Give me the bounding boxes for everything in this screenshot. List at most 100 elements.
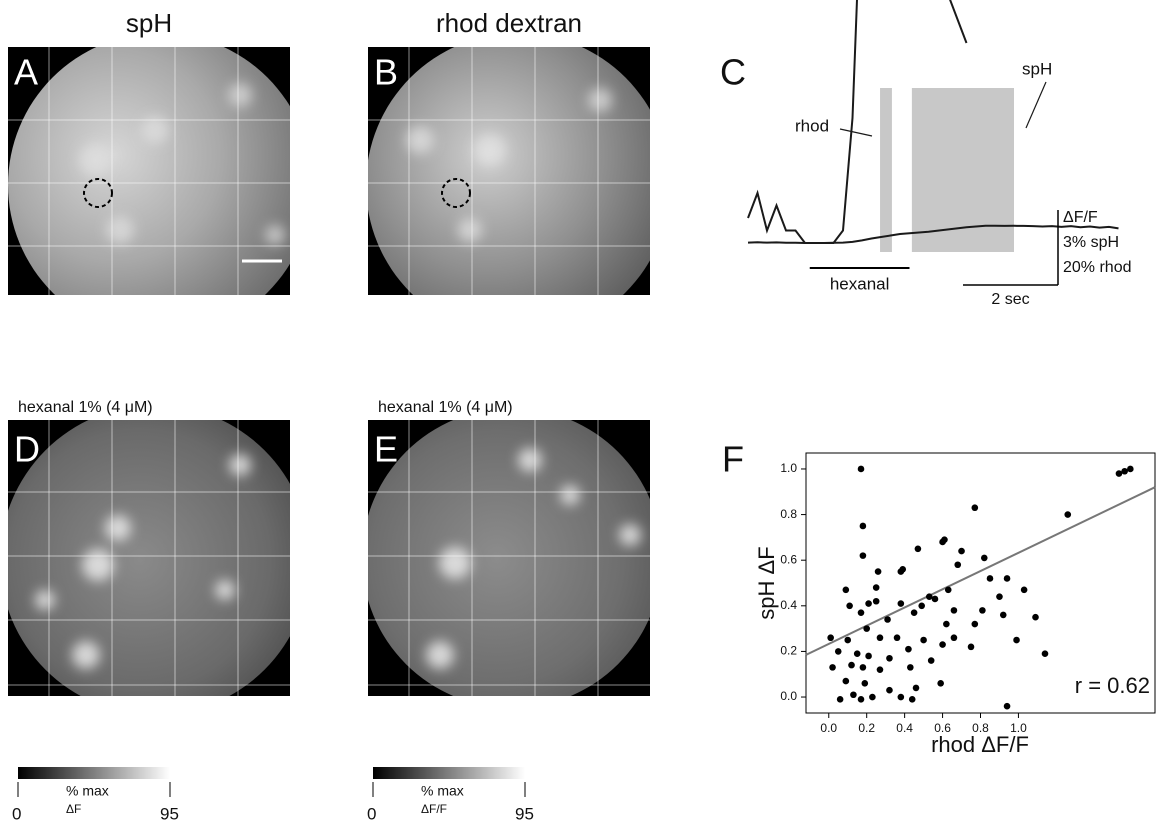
point — [884, 616, 891, 623]
panel-letter: B — [374, 52, 398, 93]
y-tick-label: 0.0 — [780, 689, 797, 703]
point — [1013, 636, 1020, 644]
point — [908, 696, 916, 703]
point — [842, 677, 850, 685]
x-tick-label: 0.6 — [934, 721, 951, 735]
point — [905, 645, 912, 653]
colorbar-label: 0 — [12, 804, 21, 823]
point — [848, 661, 855, 669]
point — [971, 504, 979, 512]
orientation-label: ant — [20, 326, 43, 343]
point — [886, 654, 893, 662]
point — [827, 634, 834, 642]
roi-circle — [83, 178, 113, 208]
point — [912, 684, 920, 692]
point — [886, 686, 893, 694]
colorbar — [18, 767, 170, 779]
point — [920, 636, 927, 644]
roi-circle — [441, 178, 471, 208]
point — [1064, 511, 1072, 518]
x-tick-label: 1.0 — [1010, 721, 1027, 735]
colorbar-label: 95 — [160, 804, 179, 823]
point — [980, 554, 988, 562]
y-axis-title: spH ΔF — [754, 546, 779, 619]
point — [844, 636, 852, 644]
image-d — [8, 420, 290, 696]
point — [876, 634, 884, 642]
panel-letter: E — [374, 429, 398, 470]
point — [939, 538, 946, 546]
point — [1032, 613, 1039, 621]
point — [876, 666, 884, 673]
point — [971, 620, 979, 628]
condition-label: hexanal 1% (4 μM) — [18, 399, 153, 416]
point — [927, 657, 935, 664]
trace — [747, 224, 1119, 244]
orientation-arrows — [23, 342, 44, 364]
point — [859, 664, 867, 671]
point — [1041, 650, 1049, 658]
colorbar-unit: ΔF/F — [421, 802, 447, 816]
column-title: rhod dextran — [436, 8, 582, 38]
point — [857, 609, 865, 616]
point — [979, 607, 986, 614]
annotation: r = 0.62 — [1075, 673, 1150, 698]
colorbar-title: % max — [66, 783, 109, 799]
x-tick-label: 0.4 — [896, 721, 913, 735]
x-axis-title: rhod ΔF/F — [931, 732, 1029, 757]
point — [996, 593, 1003, 600]
point — [999, 611, 1007, 619]
point — [986, 575, 994, 582]
y-tick-label: 0.6 — [780, 552, 797, 566]
x-tick-label: 0.8 — [972, 721, 989, 735]
point — [950, 607, 958, 614]
y-tick-label: 0.2 — [780, 644, 797, 658]
y-tick-label: 0.8 — [780, 507, 797, 521]
point — [1003, 575, 1011, 582]
point — [893, 634, 901, 642]
colorbar-title: % max — [421, 783, 464, 799]
point — [857, 465, 865, 473]
point — [857, 696, 865, 703]
point — [853, 650, 861, 658]
point — [943, 620, 950, 628]
point — [1121, 467, 1128, 475]
panel-letter: F — [722, 439, 744, 480]
trace — [747, 0, 968, 244]
point — [950, 634, 958, 642]
point — [865, 600, 872, 607]
point — [842, 586, 850, 594]
condition-label: hexanal 1% (4 μM) — [378, 399, 513, 416]
point — [865, 652, 872, 660]
point — [846, 602, 853, 610]
scale-label: 20% rhod — [1063, 259, 1132, 276]
scale-label: 3% spH — [1063, 234, 1119, 251]
point — [897, 600, 905, 607]
point — [872, 584, 880, 591]
panel-letter: D — [14, 429, 40, 470]
point — [897, 693, 905, 701]
point — [1127, 465, 1134, 473]
point — [1020, 586, 1028, 594]
point — [829, 664, 836, 671]
shaded-window — [880, 88, 892, 252]
shaded-window — [911, 88, 1014, 252]
y-tick-label: 0.4 — [780, 598, 797, 612]
point — [861, 680, 869, 687]
point — [897, 568, 905, 575]
leader — [1025, 81, 1047, 129]
point — [958, 547, 965, 555]
panel-letter: A — [14, 52, 38, 93]
panel-letter: C — [720, 52, 746, 93]
image-b — [368, 47, 650, 295]
trend-line — [805, 486, 1156, 656]
point — [859, 552, 867, 559]
trace-label: spH — [1022, 59, 1052, 78]
point — [869, 693, 876, 701]
stimulus-label: hexanal — [830, 274, 890, 293]
point — [834, 648, 842, 655]
column-title: spH — [126, 8, 172, 38]
colorbar-label: 95 — [515, 804, 534, 823]
image-e — [368, 420, 650, 696]
